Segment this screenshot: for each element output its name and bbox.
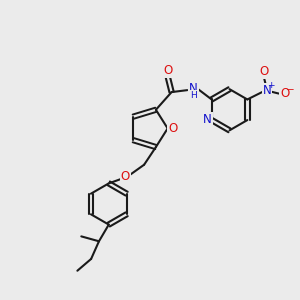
Text: +: + [267, 81, 275, 90]
Text: O: O [121, 170, 130, 183]
Text: N: N [189, 82, 198, 95]
Text: O: O [260, 65, 269, 79]
Text: O: O [280, 87, 289, 100]
Text: O: O [168, 122, 177, 135]
Text: O: O [163, 64, 172, 77]
Text: −: − [286, 85, 295, 94]
Text: H: H [190, 91, 196, 100]
Text: N: N [262, 84, 272, 97]
Text: N: N [203, 112, 212, 126]
